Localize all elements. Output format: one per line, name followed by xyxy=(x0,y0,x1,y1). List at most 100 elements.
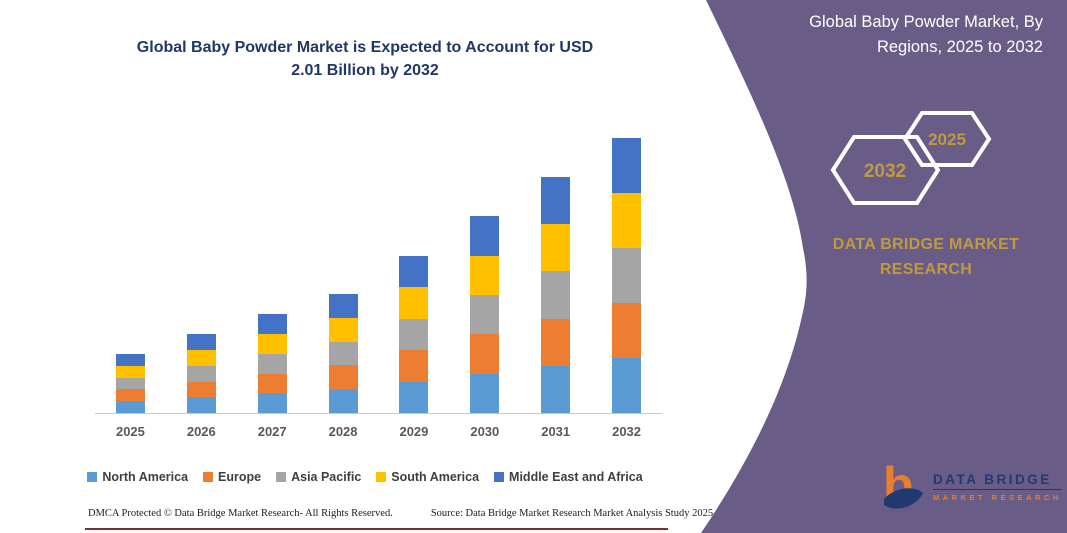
panel-title-line1: Global Baby Powder Market, By xyxy=(809,13,1043,31)
bar-segment-2028-south-america xyxy=(328,317,358,342)
bar-segment-2028-asia-pacific xyxy=(328,341,358,366)
bar-segment-2028-europe xyxy=(328,365,358,390)
bar-slot-2029 xyxy=(379,130,450,413)
stacked-bar-chart xyxy=(95,130,662,414)
footer-source-text: Source: Data Bridge Market Research Mark… xyxy=(430,508,714,519)
bar-segment-2027-north-america xyxy=(257,393,287,413)
x-axis-label-2031: 2031 xyxy=(541,424,571,439)
bar-segment-2029-north-america xyxy=(399,381,429,413)
chart-title-line2: 2.01 Billion by 2032 xyxy=(291,62,439,80)
x-axis-label-2028: 2028 xyxy=(328,424,358,439)
purple-panel-shape xyxy=(701,0,1067,533)
dbmr-logo-icon: b xyxy=(883,458,923,513)
legend-label: Middle East and Africa xyxy=(509,470,643,484)
x-axis-label-2025: 2025 xyxy=(115,424,145,439)
bar-slot-2027 xyxy=(237,130,308,413)
hexagon-2032-icon xyxy=(830,135,941,205)
bar-segment-2032-south-america xyxy=(612,192,642,248)
hexagon-2025-icon xyxy=(902,111,992,167)
bar-segment-2030-north-america xyxy=(470,373,500,413)
legend-label: Asia Pacific xyxy=(291,470,362,484)
stacked-bar-2032 xyxy=(612,137,642,413)
bar-segment-2030-asia-pacific xyxy=(470,295,500,335)
hexagon-2032-label: 2032 xyxy=(864,161,906,182)
bar-segment-2026-europe xyxy=(186,381,216,398)
bar-segment-2031-south-america xyxy=(541,224,571,272)
brand-line2: RESEARCH xyxy=(879,260,973,278)
bar-segment-2029-south-america xyxy=(399,287,429,319)
bar-segment-2031-north-america xyxy=(541,365,571,413)
legend-swatch-icon xyxy=(87,472,98,482)
x-axis-label-2026: 2026 xyxy=(186,424,216,439)
bar-segment-2025-north-america xyxy=(115,401,145,413)
bar-segment-2025-europe xyxy=(115,389,145,402)
legend-swatch-icon xyxy=(276,472,287,482)
bar-segment-2028-north-america xyxy=(328,389,358,413)
bar-segment-2028-middle-east-and-africa xyxy=(328,293,358,318)
panel-title: Global Baby Powder Market, By Regions, 2… xyxy=(740,10,1043,60)
hexagon-2025-label: 2025 xyxy=(928,130,966,149)
stacked-bar-2028 xyxy=(328,293,358,413)
brand-line1: DATA BRIDGE MARKET xyxy=(832,236,1020,253)
bar-slot-2026 xyxy=(166,130,237,413)
chart-title: Global Baby Powder Market is Expected to… xyxy=(60,36,670,82)
legend-swatch-icon xyxy=(203,472,214,482)
stacked-bar-2029 xyxy=(399,255,429,413)
bar-segment-2032-north-america xyxy=(612,357,642,413)
bar-segment-2027-europe xyxy=(257,373,287,394)
bar-segment-2032-europe xyxy=(612,302,642,358)
bar-segment-2031-asia-pacific xyxy=(541,271,571,319)
x-axis-label-2032: 2032 xyxy=(612,424,642,439)
legend-label: Europe xyxy=(218,470,262,484)
footer-dmca-text: DMCA Protected © Data Bridge Market Rese… xyxy=(88,508,393,519)
bar-slot-2031 xyxy=(520,130,591,413)
bar-segment-2025-asia-pacific xyxy=(115,377,145,390)
logo-title: DATA BRIDGE xyxy=(933,472,1062,490)
footer-divider-line xyxy=(85,528,668,530)
x-axis-label-2029: 2029 xyxy=(399,424,429,439)
legend-item-asia-pacific: Asia Pacific xyxy=(276,470,361,484)
chart-title-line1: Global Baby Powder Market is Expected to… xyxy=(136,39,594,56)
x-axis-labels: 2025 2026 2027 2028 2029 2030 2031 2032 xyxy=(95,424,662,439)
footer: DMCA Protected © Data Bridge Market Rese… xyxy=(88,508,713,519)
bar-slot-2028 xyxy=(308,130,379,413)
hexagon-badges: 2032 2025 xyxy=(830,111,992,205)
x-axis-label-2027: 2027 xyxy=(257,424,287,439)
legend-swatch-icon xyxy=(494,472,505,482)
bar-segment-2027-middle-east-and-africa xyxy=(257,314,287,335)
legend-item-europe: Europe xyxy=(203,470,261,484)
brand-wordmark: DATA BRIDGE MARKET RESEARCH xyxy=(830,233,1022,283)
bar-segment-2032-asia-pacific xyxy=(612,247,642,303)
legend-label: North America xyxy=(102,470,189,484)
bar-segment-2032-middle-east-and-africa xyxy=(612,137,642,193)
panel-title-line2: Regions, 2025 to 2032 xyxy=(876,37,1043,56)
bar-slot-2030 xyxy=(449,130,520,413)
bar-slot-2032 xyxy=(591,130,662,413)
bar-segment-2025-south-america xyxy=(115,365,145,378)
bar-segment-2031-europe xyxy=(541,318,571,366)
dbmr-logo-text: DATA BRIDGE MARKET RESEARCH xyxy=(933,472,1062,502)
legend-item-north-america: North America xyxy=(87,470,188,484)
bar-segment-2031-middle-east-and-africa xyxy=(541,176,571,224)
bar-segment-2030-europe xyxy=(470,334,500,374)
legend-label: South America xyxy=(391,470,480,484)
bar-segment-2029-middle-east-and-africa xyxy=(399,255,429,287)
bar-segment-2026-north-america xyxy=(186,397,216,413)
x-axis-label-2030: 2030 xyxy=(470,424,500,439)
bar-slot-2025 xyxy=(95,130,166,413)
logo-subtitle: MARKET RESEARCH xyxy=(933,493,1062,502)
bar-segment-2027-south-america xyxy=(257,334,287,354)
bar-segment-2026-middle-east-and-africa xyxy=(186,334,216,350)
legend-swatch-icon xyxy=(376,472,387,482)
bar-segment-2030-middle-east-and-africa xyxy=(470,216,500,256)
legend-item-middle-east-and-africa: Middle East and Africa xyxy=(494,470,643,484)
bar-segment-2026-asia-pacific xyxy=(186,365,216,382)
stacked-bar-2031 xyxy=(541,176,571,413)
bar-segment-2029-europe xyxy=(399,350,429,382)
legend-item-south-america: South America xyxy=(376,470,479,484)
stacked-bar-2026 xyxy=(186,334,216,413)
bar-segment-2027-asia-pacific xyxy=(257,353,287,374)
dbmr-logo: b DATA BRIDGE MARKET RESEARCH xyxy=(883,458,1062,516)
